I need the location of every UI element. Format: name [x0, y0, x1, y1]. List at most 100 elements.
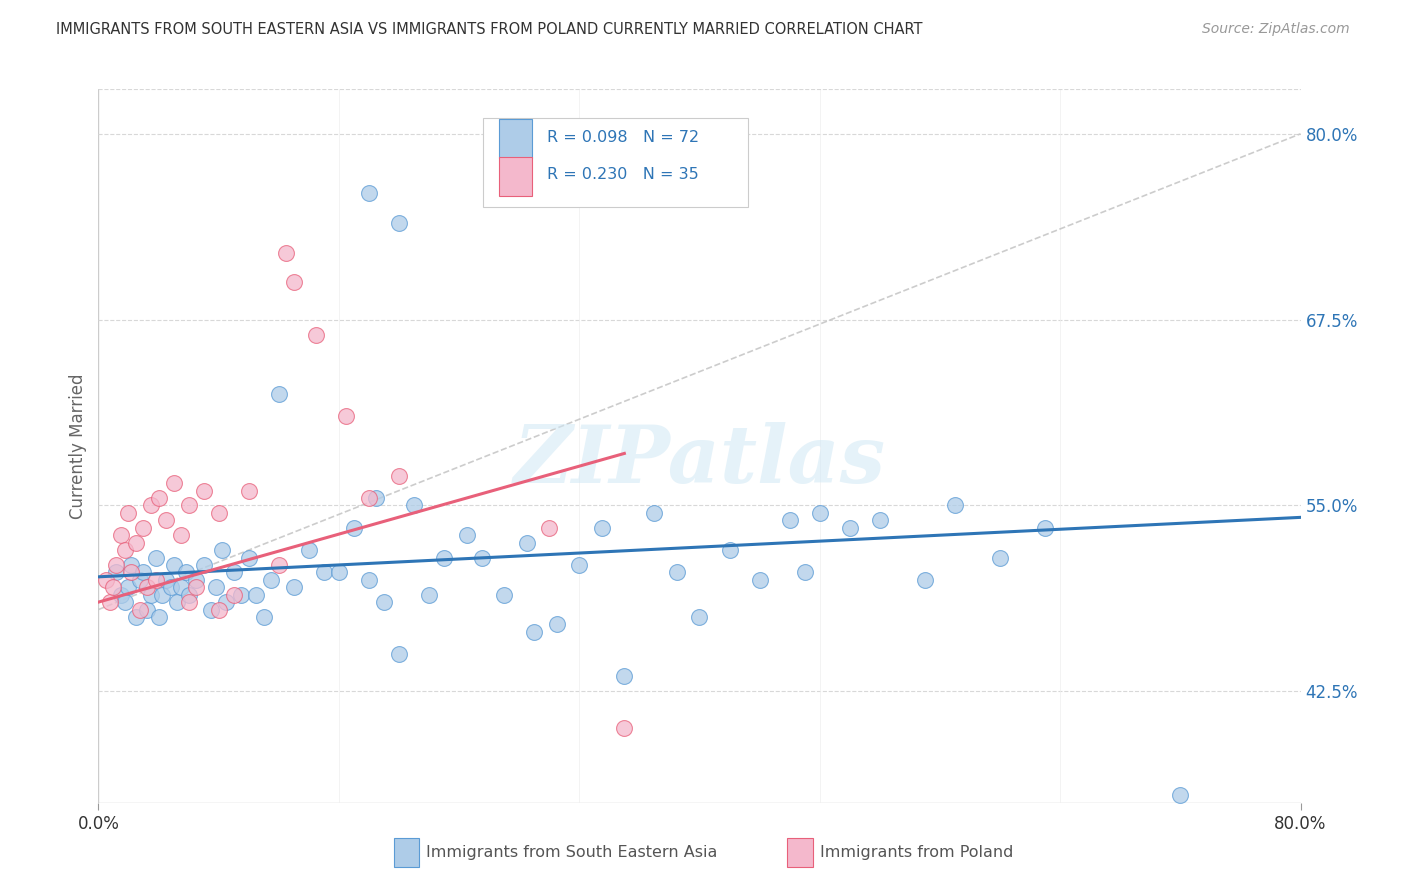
Point [305, 327, 328, 342]
Point [253, 610, 276, 624]
Point [591, 521, 613, 535]
Point [204, 580, 226, 594]
Point [139, 588, 162, 602]
Point [328, 566, 350, 580]
Point [200, 602, 222, 616]
Point [343, 521, 366, 535]
Point [125, 535, 148, 549]
Point [162, 558, 184, 572]
Point [110, 588, 132, 602]
Point [613, 722, 636, 736]
Point [283, 276, 305, 290]
Point [135, 580, 157, 594]
Point [418, 588, 440, 602]
Point [267, 558, 290, 572]
Point [357, 186, 380, 201]
Point [129, 602, 152, 616]
Point [184, 580, 207, 594]
Point [135, 602, 157, 616]
Point [94, 573, 117, 587]
Point [613, 669, 636, 683]
Point [148, 610, 170, 624]
Point [231, 588, 253, 602]
Point [988, 550, 1011, 565]
Text: ZIPatlas: ZIPatlas [513, 422, 886, 499]
Point [222, 566, 245, 580]
Point [110, 528, 132, 542]
Point [260, 573, 283, 587]
Point [283, 580, 305, 594]
Point [162, 476, 184, 491]
Point [568, 558, 591, 572]
Text: IMMIGRANTS FROM SOUTH EASTERN ASIA VS IMMIGRANTS FROM POLAND CURRENTLY MARRIED C: IMMIGRANTS FROM SOUTH EASTERN ASIA VS IM… [56, 22, 922, 37]
Y-axis label: Currently Married: Currently Married [69, 373, 87, 519]
Point [117, 580, 139, 594]
Point [148, 491, 170, 505]
Point [215, 595, 238, 609]
Point [174, 566, 197, 580]
Point [267, 387, 290, 401]
Point [145, 573, 167, 587]
Point [456, 528, 478, 542]
Point [357, 491, 380, 505]
Text: Immigrants from South Eastern Asia: Immigrants from South Eastern Asia [426, 846, 717, 860]
Point [238, 550, 260, 565]
Point [538, 171, 561, 186]
Point [150, 588, 173, 602]
Point [494, 588, 516, 602]
Point [748, 573, 770, 587]
Point [238, 483, 260, 498]
Point [718, 543, 741, 558]
Point [388, 216, 411, 230]
Point [117, 506, 139, 520]
Point [184, 573, 207, 587]
Point [298, 543, 321, 558]
Point [366, 491, 388, 505]
Point [114, 595, 136, 609]
Point [177, 499, 200, 513]
Point [125, 610, 148, 624]
Text: Source: ZipAtlas.com: Source: ZipAtlas.com [1202, 22, 1350, 37]
Point [211, 543, 233, 558]
Point [538, 521, 561, 535]
Bar [499, 120, 533, 159]
Point [388, 468, 411, 483]
Point [159, 580, 181, 594]
Point [245, 588, 267, 602]
Point [838, 521, 860, 535]
Point [1170, 789, 1192, 803]
Point [103, 580, 125, 594]
Point [643, 506, 665, 520]
Point [193, 558, 215, 572]
Point [155, 513, 177, 527]
FancyBboxPatch shape [484, 118, 748, 207]
Point [222, 588, 245, 602]
Point [105, 558, 128, 572]
Point [914, 573, 936, 587]
Point [105, 566, 128, 580]
Point [808, 506, 831, 520]
Point [121, 566, 143, 580]
Point [388, 647, 411, 661]
Text: Immigrants from Poland: Immigrants from Poland [820, 846, 1014, 860]
Text: R = 0.098   N = 72: R = 0.098 N = 72 [547, 129, 699, 145]
Point [114, 543, 136, 558]
Bar [499, 157, 533, 196]
Point [357, 573, 380, 587]
Point [779, 513, 801, 527]
Text: R = 0.230   N = 35: R = 0.230 N = 35 [547, 168, 699, 182]
Point [177, 588, 200, 602]
Point [1033, 521, 1056, 535]
Point [170, 528, 193, 542]
Point [943, 499, 966, 513]
Point [546, 617, 568, 632]
Point [132, 521, 155, 535]
Point [793, 566, 815, 580]
Point [208, 602, 231, 616]
Point [193, 483, 215, 498]
Point [869, 513, 891, 527]
Point [132, 566, 155, 580]
Point [139, 499, 162, 513]
Point [402, 499, 425, 513]
Point [689, 610, 711, 624]
